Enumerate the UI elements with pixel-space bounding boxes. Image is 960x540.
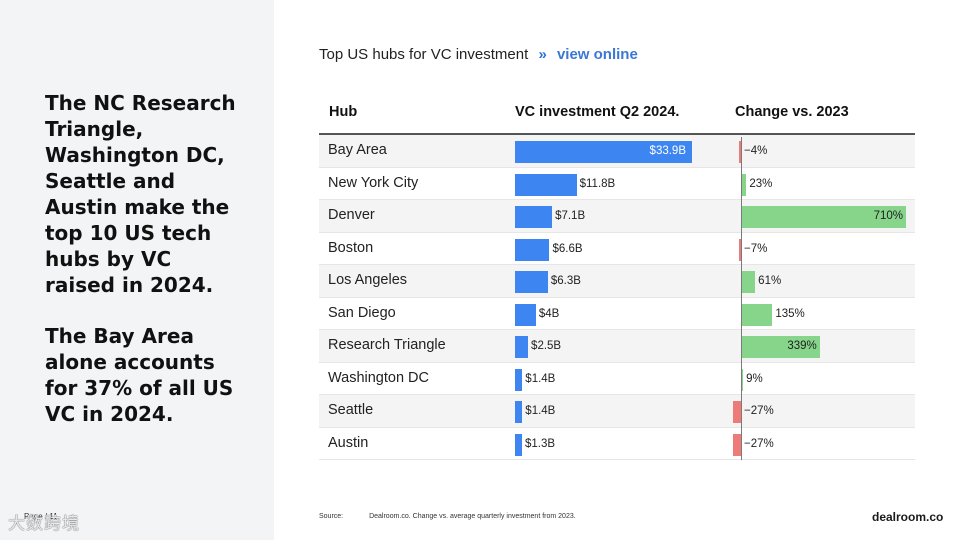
- investment-label: $33.9B: [649, 145, 686, 157]
- column-header-hub: Hub: [329, 104, 358, 120]
- table-row: Boston $6.6B −7%: [319, 233, 915, 265]
- source-note: Source: Dealroom.co. Change vs. average …: [319, 513, 576, 520]
- investment-bar: [515, 336, 529, 358]
- change-bar: [733, 433, 741, 456]
- hub-label: Austin: [328, 434, 369, 451]
- change-label: −7%: [744, 242, 768, 255]
- change-label: −4%: [744, 145, 768, 157]
- change-bar: [741, 271, 756, 293]
- hub-label: Denver: [328, 207, 375, 223]
- investment-bar: [515, 433, 522, 456]
- hub-label: New York City: [328, 174, 419, 191]
- watermark: 大数跨境: [8, 514, 80, 533]
- column-header-investment: VC investment Q2 2024.: [515, 104, 680, 120]
- investment-bar: [515, 368, 523, 391]
- investment-label: $4B: [538, 307, 560, 320]
- change-label: 9%: [746, 372, 763, 385]
- investment-label: $1.3B: [525, 437, 556, 450]
- table-row: New York City $11.8B 23%: [319, 168, 915, 200]
- change-bar: [741, 173, 747, 196]
- change-label: 61%: [758, 275, 782, 287]
- change-bar: [739, 141, 741, 163]
- column-header-change: Change vs. 2023: [735, 104, 849, 120]
- headline-primary: The NC Research Triangle, Washington DC,…: [45, 91, 236, 297]
- table-row: San Diego $4B 135%: [319, 298, 915, 330]
- change-label: −27%: [744, 437, 774, 450]
- change-bar: [741, 336, 820, 358]
- header-divider: [319, 133, 915, 135]
- investment-label: $7.1B: [555, 210, 586, 222]
- investment-label: $1.4B: [525, 372, 556, 385]
- investment-bar: [515, 271, 548, 293]
- hub-label: Los Angeles: [328, 272, 408, 288]
- hub-label: Washington DC: [328, 369, 430, 386]
- brand-logo-text: dealroom.co: [872, 510, 944, 524]
- hub-label: Boston: [328, 239, 374, 256]
- table-row: Seattle $1.4B −27%: [319, 395, 915, 428]
- change-zero-axis: [741, 137, 742, 460]
- chart-title-row: Top US hubs for VC investment » view onl…: [319, 46, 638, 63]
- change-label: 339%: [787, 340, 817, 352]
- change-bar: [733, 401, 741, 423]
- investment-bar: [515, 238, 550, 261]
- change-bar: [738, 238, 741, 261]
- title-separator: »: [538, 46, 547, 63]
- change-bar: [741, 206, 906, 228]
- hub-label: Bay Area: [328, 142, 387, 158]
- hub-label: San Diego: [328, 304, 396, 321]
- change-bar: [741, 368, 744, 391]
- investment-label: $2.5B: [531, 340, 562, 352]
- investment-bar: [515, 401, 523, 423]
- table-row: Denver $7.1B 710%: [319, 200, 915, 233]
- source-text: Dealroom.co. Change vs. average quarterl…: [369, 513, 576, 520]
- table-row: Los Angeles $6.3B 61%: [319, 265, 915, 298]
- hub-label: Research Triangle: [328, 337, 446, 353]
- change-label: 710%: [873, 210, 903, 222]
- investment-bar: [515, 206, 553, 228]
- investment-bar: [515, 141, 692, 163]
- source-label: Source:: [319, 513, 344, 520]
- change-label: 135%: [775, 307, 805, 320]
- table-row: Bay Area $33.9B −4%: [319, 135, 915, 168]
- table-row: Washington DC $1.4B 9%: [319, 363, 915, 395]
- investment-label: $6.3B: [550, 275, 581, 287]
- left-panel: The NC Research Triangle, Washington DC,…: [0, 0, 274, 540]
- table-row: Research Triangle $2.5B 339%: [319, 330, 915, 363]
- investment-label: $1.4B: [525, 405, 556, 417]
- investment-bar: [515, 173, 577, 196]
- change-bar: [741, 303, 773, 326]
- change-label: −27%: [744, 405, 774, 417]
- view-online-link[interactable]: view online: [556, 46, 638, 63]
- headline-secondary: The Bay Area alone accounts for 37% of a…: [45, 324, 234, 426]
- investment-bar: [515, 303, 536, 326]
- hub-label: Seattle: [328, 402, 374, 418]
- investment-label: $11.8B: [579, 177, 616, 190]
- chart-title: Top US hubs for VC investment: [319, 46, 529, 63]
- change-label: 23%: [749, 177, 773, 190]
- investment-label: $6.6B: [552, 242, 583, 255]
- table-row: Austin $1.3B −27%: [319, 428, 915, 460]
- page-number: Page / 11: [24, 512, 58, 521]
